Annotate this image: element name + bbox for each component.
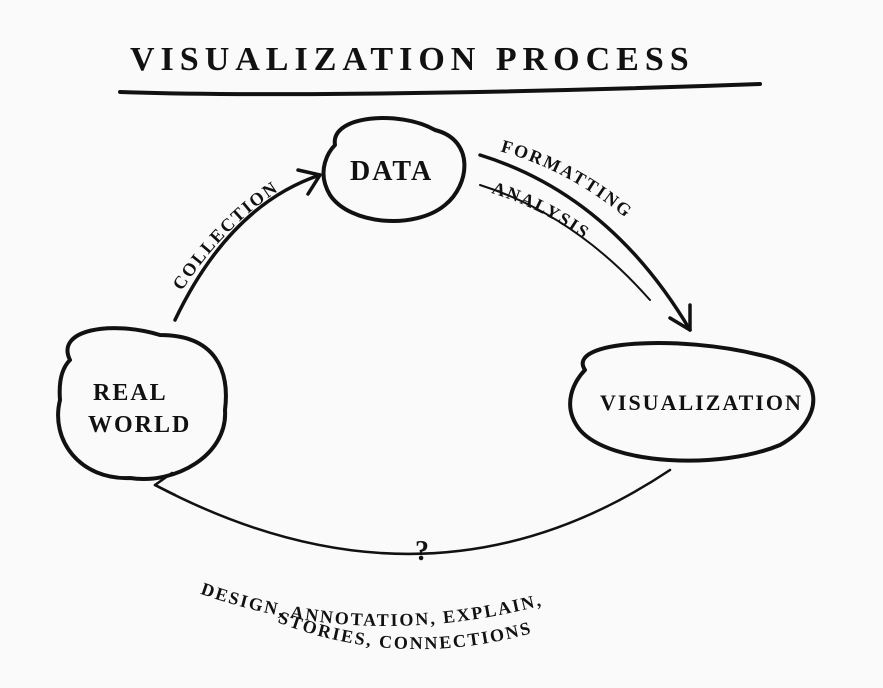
edge-feedback: ? DESIGN, ANNOTATION, EXPLAIN, STORIES, … [155,470,670,653]
arrowhead-icon [670,305,690,330]
edge-feedback-label-1: DESIGN, ANNOTATION, EXPLAIN, [199,579,545,631]
edge-formatting: FORMATTING ANALYSIS [480,136,690,330]
edge-formatting-label-1: FORMATTING [499,136,637,222]
node-data: DATA [324,118,465,221]
node-visualization-label: VISUALIZATION [600,390,803,415]
svg-text:DESIGN, ANNOTATION, EXPLAIN,: DESIGN, ANNOTATION, EXPLAIN, [199,579,545,631]
edge-feedback-center-label: ? [415,536,431,567]
page-title: VISUALIZATION PROCESS [130,41,695,78]
node-real-world-label-2: WORLD [88,412,191,438]
svg-text:COLLECTION: COLLECTION [168,177,282,294]
node-real-world-label-1: REAL [93,380,168,406]
edge-collection: COLLECTION [168,170,320,320]
title-underline [120,84,760,94]
node-real-world: REAL WORLD [58,328,226,479]
node-visualization: VISUALIZATION [570,343,813,461]
svg-text:FORMATTING: FORMATTING [499,136,637,222]
edge-collection-label: COLLECTION [168,177,282,294]
node-data-label: DATA [350,156,433,187]
